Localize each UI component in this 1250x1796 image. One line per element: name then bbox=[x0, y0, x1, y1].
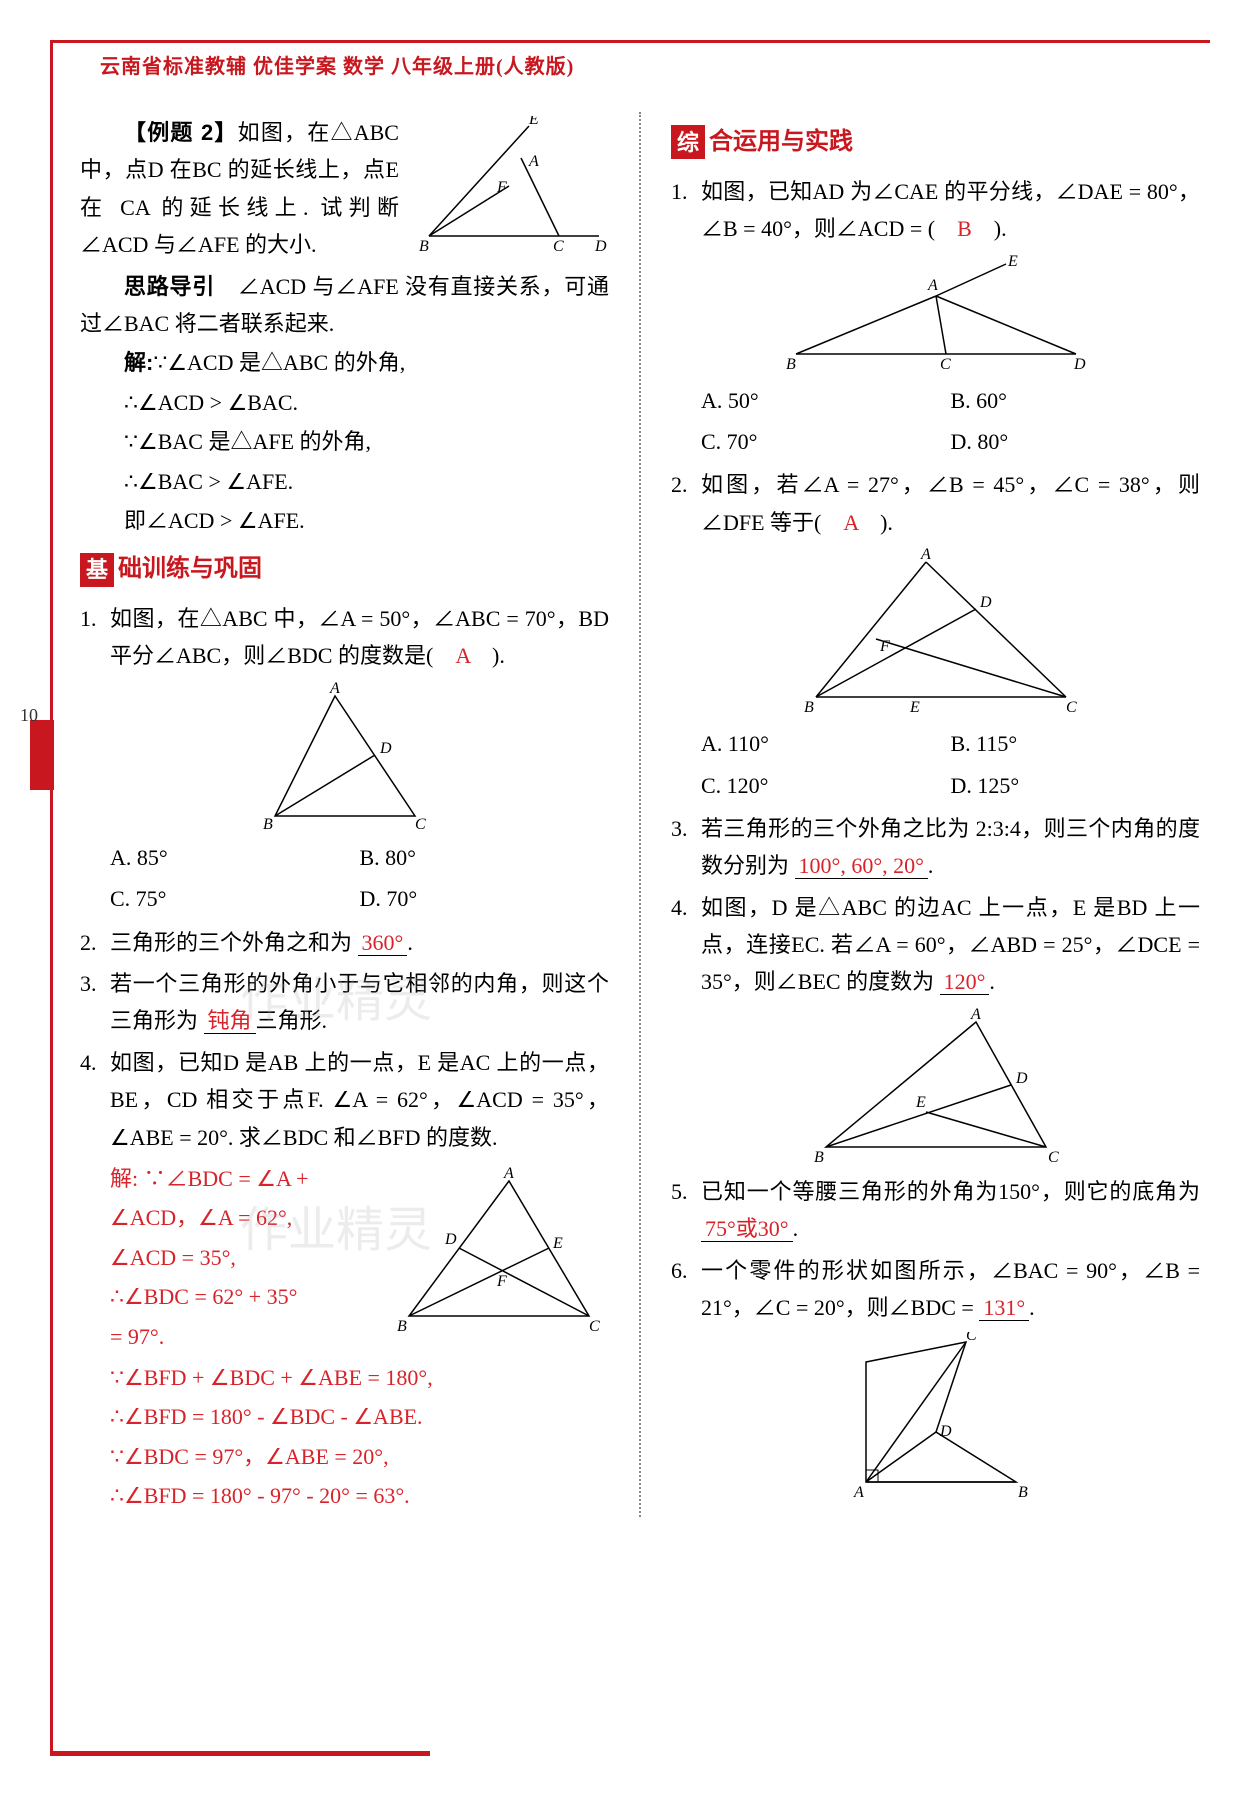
left-q4: 4. 如图，已知D 是AB 上的一点，E 是AC 上的一点，BE，CD 相交于点… bbox=[80, 1044, 609, 1156]
column-divider bbox=[639, 112, 641, 1517]
svg-text:E: E bbox=[1007, 254, 1018, 270]
frame-top bbox=[50, 40, 1210, 43]
svg-text:F: F bbox=[496, 1273, 507, 1290]
svg-text:B: B bbox=[1018, 1484, 1028, 1501]
svg-text:B: B bbox=[397, 1318, 407, 1335]
svg-text:E: E bbox=[915, 1094, 926, 1111]
figure-right-q1: B C D A E bbox=[776, 254, 1096, 374]
page-header: 云南省标准教辅 优佳学案 数学 八年级上册(人教版) bbox=[70, 50, 1210, 92]
svg-text:B: B bbox=[814, 1149, 824, 1166]
right-q1: 1. 如图，已知AD 为∠CAE 的平分线，∠DAE = 80°，∠B = 40… bbox=[671, 173, 1200, 248]
right-q5: 5. 已知一个等腰三角形的外角为150°，则它的底角为 75°或30°. bbox=[671, 1173, 1200, 1248]
svg-text:B: B bbox=[786, 356, 796, 373]
svg-text:A: A bbox=[528, 153, 539, 170]
page-number: 10 bbox=[20, 700, 38, 731]
section-comprehensive-title: 综 合运用与实践 bbox=[671, 122, 1200, 163]
svg-text:C: C bbox=[940, 356, 951, 373]
right-q2: 2. 如图，若∠A = 27°，∠B = 45°，∠C = 38°，则∠DFE … bbox=[671, 466, 1200, 541]
svg-text:C: C bbox=[415, 816, 426, 831]
guide-text: 思路导引 ∠ACD 与∠AFE 没有直接关系，可通过∠BAC 将二者联系起来. bbox=[80, 268, 609, 343]
right-q1-options: A. 50° B. 60° C. 70° D. 80° bbox=[701, 380, 1200, 463]
svg-text:B: B bbox=[419, 238, 429, 255]
left-q1-options: A. 85° B. 80° C. 75° D. 70° bbox=[110, 837, 609, 920]
q4-sol: ∴∠BFD = 180° - ∠BDC - ∠ABE. bbox=[110, 1398, 609, 1435]
svg-text:E: E bbox=[909, 699, 920, 716]
svg-text:A: A bbox=[853, 1484, 864, 1501]
badge-zong: 综 bbox=[671, 125, 705, 159]
left-q2: 2. 三角形的三个外角之和为 360°. bbox=[80, 924, 609, 961]
svg-text:D: D bbox=[379, 740, 392, 757]
svg-text:E: E bbox=[552, 1235, 563, 1252]
badge-ji: 基 bbox=[80, 553, 114, 587]
figure-right-q2: A B C D E F bbox=[786, 547, 1086, 717]
left-q1: 1. 如图，在△ABC 中，∠A = 50°，∠ABC = 70°，BD 平分∠… bbox=[80, 600, 609, 675]
svg-text:B: B bbox=[804, 699, 814, 716]
svg-text:A: A bbox=[329, 681, 340, 697]
svg-text:D: D bbox=[1073, 356, 1086, 373]
svg-text:D: D bbox=[939, 1423, 952, 1440]
figure-example2: E A F B C D bbox=[409, 116, 609, 256]
svg-text:C: C bbox=[1066, 699, 1077, 716]
svg-text:F: F bbox=[496, 179, 507, 196]
frame-left bbox=[50, 40, 53, 1756]
q4-sol: ∵∠BDC = 97°，∠ABE = 20°, bbox=[110, 1438, 609, 1475]
figure-right-q4: A B C D E bbox=[796, 1007, 1076, 1167]
svg-text:C: C bbox=[1048, 1149, 1059, 1166]
q4-sol: ∵∠BFD + ∠BDC + ∠ABE = 180°, bbox=[110, 1359, 609, 1396]
sol-line: ∵∠BAC 是△AFE 的外角, bbox=[80, 423, 609, 460]
figure-left-q1: A B C D bbox=[245, 681, 445, 831]
svg-text:D: D bbox=[594, 238, 607, 255]
q4-sol: ∴∠BFD = 180° - 97° - 20° = 63°. bbox=[110, 1477, 609, 1514]
frame-bottom bbox=[50, 1751, 430, 1756]
sol-line: ∴∠BAC > ∠AFE. bbox=[80, 463, 609, 500]
svg-text:C: C bbox=[966, 1332, 977, 1344]
left-q3: 3. 若一个三角形的外角小于与它相邻的内角，则这个三角形为 钝角三角形. bbox=[80, 965, 609, 1040]
figure-left-q4: A B C D E F bbox=[389, 1166, 609, 1336]
svg-text:A: A bbox=[503, 1166, 514, 1182]
sol-line: 解:∵∠ACD 是△ABC 的外角, bbox=[80, 344, 609, 381]
sol-line: ∴∠ACD > ∠BAC. bbox=[80, 384, 609, 421]
right-q3: 3. 若三角形的三个外角之比为 2:3:4，则三个内角的度数分别为 100°, … bbox=[671, 810, 1200, 885]
right-q2-options: A. 110° B. 115° C. 120° D. 125° bbox=[701, 723, 1200, 806]
figure-right-q6: A B C D bbox=[836, 1332, 1036, 1502]
right-q4: 4. 如图，D 是△ABC 的边AC 上一点，E 是BD 上一点，连接EC. 若… bbox=[671, 889, 1200, 1001]
left-column: E A F B C D 【例题 2】如图，在△ABC 中，点D 在BC 的延长线… bbox=[70, 112, 619, 1517]
right-column: 综 合运用与实践 1. 如图，已知AD 为∠CAE 的平分线，∠DAE = 80… bbox=[661, 112, 1210, 1517]
svg-text:D: D bbox=[1015, 1070, 1028, 1087]
svg-text:E: E bbox=[528, 116, 539, 128]
svg-text:A: A bbox=[927, 277, 938, 294]
section-basic-title: 基 础训练与巩固 bbox=[80, 549, 609, 590]
sol-line: 即∠ACD > ∠AFE. bbox=[80, 502, 609, 539]
svg-text:C: C bbox=[553, 238, 564, 255]
svg-text:D: D bbox=[979, 594, 992, 611]
svg-text:B: B bbox=[263, 816, 273, 831]
svg-text:C: C bbox=[589, 1318, 600, 1335]
svg-text:D: D bbox=[444, 1231, 457, 1248]
svg-text:F: F bbox=[879, 638, 890, 655]
svg-text:A: A bbox=[970, 1007, 981, 1023]
right-q6: 6. 一个零件的形状如图所示，∠BAC = 90°，∠B = 21°，∠C = … bbox=[671, 1252, 1200, 1327]
svg-text:A: A bbox=[920, 547, 931, 563]
